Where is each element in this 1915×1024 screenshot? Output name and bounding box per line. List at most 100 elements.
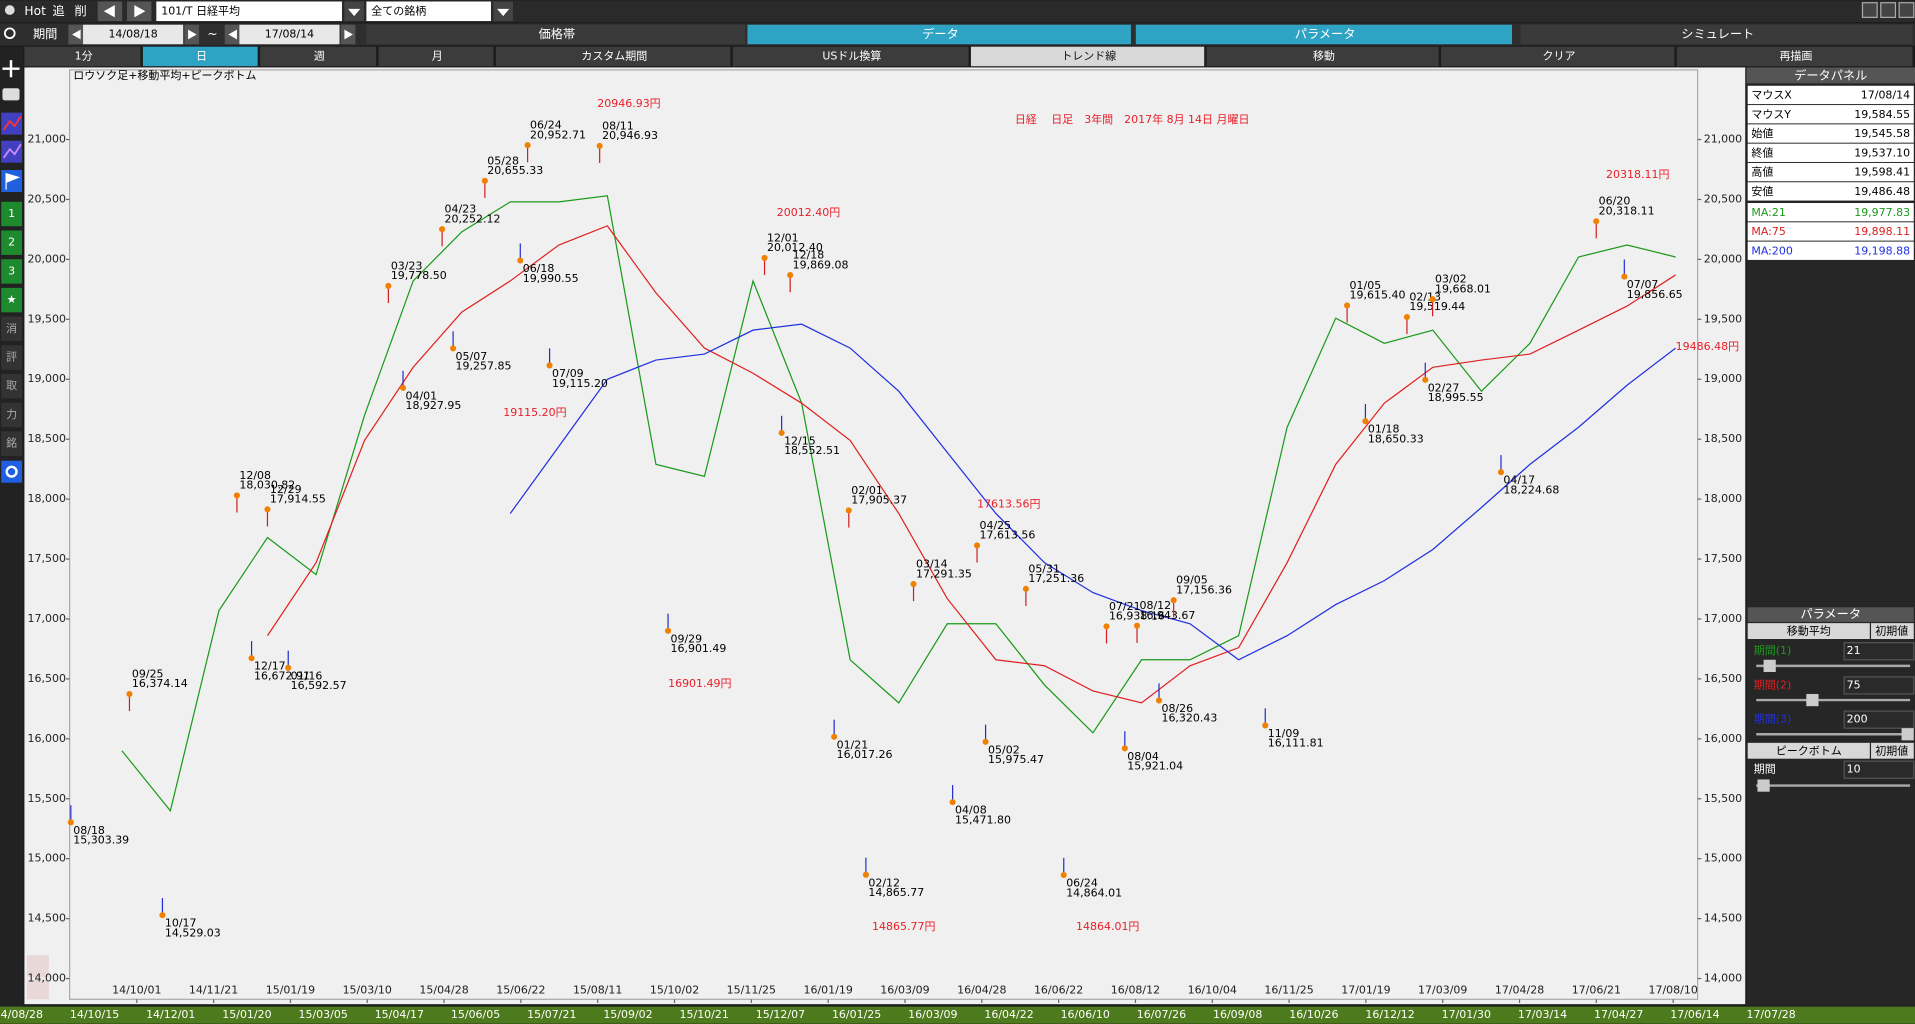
sidebar-button[interactable] [1,287,22,313]
period-input[interactable] [1843,676,1915,695]
toolbar-button[interactable] [970,46,1205,67]
period-input[interactable] [1843,760,1915,779]
peak-date: 10/17 [165,917,197,930]
sidebar-label: ★ [7,293,17,306]
period-input[interactable] [1843,642,1915,661]
y-tick-label: 15,000 [1704,852,1742,865]
peak-date: 04/25 [979,519,1011,532]
slider-knob[interactable] [1757,779,1770,792]
tab[interactable] [1135,24,1512,45]
end-date-box[interactable] [239,24,340,45]
sidebar-button[interactable] [1,373,22,399]
peak-marker [264,506,271,513]
peak-marker [862,871,869,878]
period-input[interactable] [1843,710,1915,729]
toolbar-button[interactable] [1676,46,1913,67]
x-tick-label: 14/11/21 [189,984,238,997]
section-header [1747,742,1870,759]
toolbar-button[interactable] [495,46,731,67]
sidebar-button[interactable] [1,259,22,284]
y-tick-label: 17,000 [1704,612,1742,625]
plot-area [69,69,1699,1000]
window-maximize[interactable] [1880,2,1897,18]
sidebar-button[interactable] [1,230,22,255]
peak-date: 05/07 [456,350,488,363]
sidebar-button[interactable] [1,201,22,227]
chart-subtitle: ロウソク足+移動平均+ピークボトム [73,68,256,82]
date-bar [0,1006,1915,1024]
slider-knob[interactable] [1806,693,1819,707]
search-icon[interactable] [3,27,16,40]
data-value: 19,545.58 [1854,127,1910,140]
slider-knob[interactable] [1763,659,1776,672]
tab[interactable] [366,24,745,45]
mini-chart-icon[interactable] [26,979,49,1000]
peak-date: 09/29 [670,632,702,645]
peak-date: 07/21 [1109,600,1141,613]
hot-button[interactable]: Hot [24,4,46,18]
toolbar-button[interactable] [142,46,258,67]
slider-knob[interactable] [1901,728,1914,741]
peak-marker [285,664,292,671]
peak-value: 17,914.55 [270,493,326,506]
peak-marker [949,799,956,806]
period-label: 期間(2) [1754,678,1792,691]
x-tick-label: 16/06/22 [1034,984,1083,997]
reset-button[interactable] [1871,742,1914,759]
flag-icon[interactable] [1,170,22,193]
data-row [1747,222,1914,241]
toolbar-button[interactable] [24,46,141,67]
toolbar-button[interactable] [260,46,377,67]
tab[interactable] [1520,24,1913,45]
peak-value: 18,927.95 [405,399,461,412]
peak-date: 04/17 [1503,474,1535,487]
data-value: 19,598.41 [1854,166,1910,179]
symbol-box[interactable] [156,1,342,22]
delete-button[interactable]: 削 [74,4,86,18]
chart: 14,000 14,000 14,500 14,500 15,000 15,000 15,5… [28,97,1742,1003]
reset-button[interactable] [1871,623,1914,640]
peak-value: 15,471.80 [955,813,1011,826]
start-date-box[interactable] [83,24,184,45]
window-close[interactable] [1898,2,1915,18]
camera-icon[interactable] [2,88,20,101]
peak-marker [778,429,785,436]
settings-icon[interactable] [1,460,22,483]
y-tick-label: 18,000 [28,492,66,505]
peak-value: 16,943.67 [1139,609,1195,622]
data-value: 19,584.55 [1854,108,1910,121]
sidebar-button[interactable] [1,431,22,456]
window-minimize[interactable] [1861,2,1878,18]
toolbar-button[interactable] [1441,46,1675,67]
peak-date: 09/25 [132,667,164,680]
x-tick-label: 14/08/28 [0,1008,43,1021]
tab[interactable] [747,24,1131,45]
sidebar-button[interactable] [1,316,22,342]
add-button[interactable]: 追 [53,3,65,18]
y-tick-label: 14,500 [1704,912,1742,925]
sidebar-label: 銘 [6,437,17,450]
universe-box[interactable] [366,1,491,22]
arrow [228,29,237,40]
peak-marker [524,142,531,149]
x-tick-label: 14/10/15 [70,1008,119,1021]
toolbar-button[interactable] [378,46,494,67]
toolbar-button[interactable] [732,46,969,67]
toolbar-button[interactable] [1206,46,1439,67]
data-label: 始値 [1751,126,1773,140]
x-tick-label: 16/01/25 [832,1008,881,1021]
period-value: 200 [1847,713,1868,726]
sidebar-button[interactable] [1,345,22,370]
ma-label: MA:200 [1751,244,1792,257]
sidebar-button[interactable] [1,402,22,428]
peak-date: 12/08 [239,469,271,482]
y-tick-label: 18,500 [28,432,66,445]
crosshair-icon[interactable] [2,60,20,78]
mini-chart-icon[interactable] [26,955,49,978]
peak-date: 04/01 [405,389,437,402]
x-tick-label: 17/01/19 [1341,984,1390,997]
peak-value: 19,519.44 [1409,300,1465,313]
sidebar-label: 評 [6,351,17,364]
peak-marker [1155,697,1163,704]
y-tick-label: 19,500 [1704,312,1742,325]
